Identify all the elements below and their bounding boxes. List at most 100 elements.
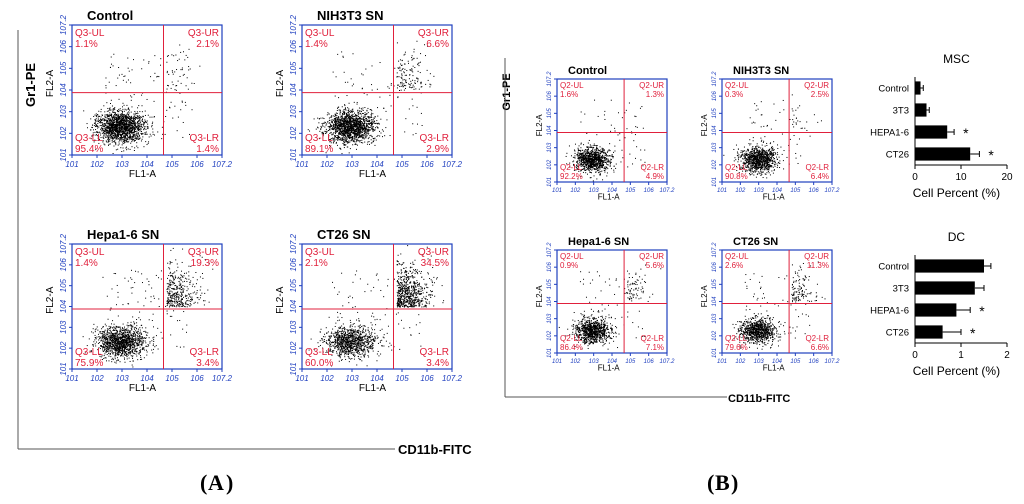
dot — [141, 111, 143, 113]
dot — [103, 123, 105, 125]
dot — [371, 65, 373, 67]
dot — [124, 115, 126, 117]
dot — [101, 328, 103, 330]
dot — [135, 136, 137, 138]
dot — [132, 350, 134, 352]
dot — [424, 55, 426, 57]
dot — [366, 116, 368, 118]
dot — [167, 302, 169, 304]
dot — [140, 343, 142, 345]
dot — [169, 279, 171, 281]
dot — [122, 323, 124, 325]
dot — [144, 337, 146, 339]
dot — [353, 121, 355, 123]
y-tick-label: 104 — [59, 299, 68, 313]
dot — [109, 120, 111, 122]
dot — [110, 131, 112, 133]
dot — [366, 123, 368, 125]
x-tick-label: 101 — [295, 160, 308, 169]
dot — [90, 118, 92, 120]
dot — [96, 125, 98, 127]
dot — [120, 139, 122, 141]
dot — [172, 277, 174, 279]
dot — [387, 86, 389, 88]
dot — [127, 336, 129, 338]
dot — [123, 120, 125, 122]
x-tick-label: 101 — [65, 374, 78, 383]
dot — [114, 356, 116, 358]
dot — [344, 119, 346, 121]
dot — [371, 89, 373, 91]
dot — [135, 125, 137, 127]
dot — [111, 358, 113, 360]
dot — [335, 129, 337, 131]
dot — [115, 143, 117, 145]
dot — [124, 119, 126, 121]
dot — [110, 132, 112, 134]
dot — [103, 134, 105, 136]
dot — [197, 297, 199, 299]
dot — [152, 344, 154, 346]
dot — [132, 344, 134, 346]
dot — [144, 121, 146, 123]
dot — [134, 120, 136, 122]
dot — [113, 109, 115, 111]
dot — [112, 348, 114, 350]
dot — [99, 121, 101, 123]
dot — [115, 127, 117, 129]
dot — [124, 336, 126, 338]
dot — [119, 108, 121, 110]
dot — [134, 139, 136, 141]
dot — [337, 136, 339, 138]
dot — [357, 120, 359, 122]
dot — [109, 336, 111, 338]
dot — [133, 330, 135, 332]
quadrant-ll-value: 95.4% — [75, 144, 103, 155]
dot — [372, 129, 374, 131]
dot — [106, 134, 108, 136]
dot — [138, 128, 140, 130]
dot — [124, 118, 126, 120]
dot — [117, 121, 119, 123]
dot — [330, 124, 332, 126]
dot — [356, 134, 358, 136]
dot — [112, 65, 114, 67]
dot — [124, 331, 126, 333]
dot — [189, 281, 191, 283]
dot — [167, 299, 169, 301]
dot — [109, 122, 111, 124]
dot — [105, 117, 107, 119]
dot — [368, 141, 370, 143]
dot — [339, 122, 341, 124]
dot — [101, 127, 103, 129]
dot — [141, 358, 143, 360]
dot — [106, 348, 108, 350]
dot — [135, 338, 137, 340]
dot — [334, 118, 336, 120]
dot — [134, 131, 136, 133]
dot — [179, 306, 181, 308]
dot — [341, 118, 343, 120]
dot — [114, 327, 116, 329]
dot — [107, 339, 109, 341]
dot — [122, 132, 124, 134]
dot — [97, 132, 99, 134]
dot — [359, 134, 361, 136]
dot — [112, 320, 114, 322]
dot — [142, 132, 144, 134]
dot — [339, 128, 341, 130]
dot — [366, 113, 368, 115]
dot — [335, 117, 337, 119]
dot — [123, 139, 125, 141]
dot — [335, 124, 337, 126]
dot — [148, 284, 150, 286]
dot — [354, 114, 356, 116]
dot — [109, 122, 111, 124]
dot — [385, 110, 387, 112]
dot — [106, 130, 108, 132]
dot — [83, 110, 85, 112]
dot — [361, 122, 363, 124]
dot — [111, 133, 113, 135]
dot — [123, 104, 125, 106]
dot — [106, 349, 108, 351]
